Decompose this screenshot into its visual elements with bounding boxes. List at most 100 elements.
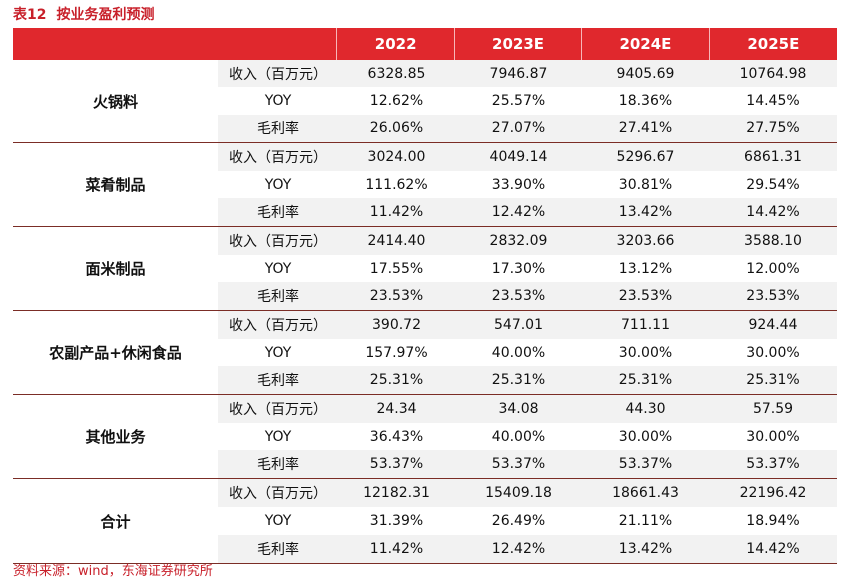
table-number: 表12 [13,7,47,23]
value-cell: 24.34 [376,400,417,417]
value-cell: 10764.98 [739,65,807,82]
value-cell: 31.39% [369,513,424,529]
value-cell: 4049.14 [489,148,548,165]
value-cell: 14.42% [746,541,800,557]
segment-name: 火锅料 [92,92,138,111]
value-cell: 157.97% [365,344,428,361]
header-year-2025e: 2025E [708,28,837,60]
value-cell: 9405.69 [616,65,675,82]
segment-name: 农副产品+休闲食品 [49,344,182,362]
header-metric-cell [217,28,336,60]
table-row: 毛利率 11.42% 12.42% 13.42% 14.42% [218,198,837,227]
metric-label: YOY [264,92,292,109]
metric-label: YOY [264,176,292,193]
metric-label: 收入（百万元） [229,317,327,334]
value-cell: 5296.67 [616,148,675,165]
value-cell: 53.37% [618,456,673,473]
value-cell: 11.42% [369,541,424,557]
table-row: 毛利率 53.37% 53.37% 53.37% 53.37% [218,450,837,479]
segment-group: 其他业务 收入（百万元） 24.34 34.08 44.30 57.59 YOY 36.43%… [13,395,837,479]
value-cell: 6328.85 [367,65,426,82]
value-cell: 6861.31 [744,148,802,165]
value-cell: 29.54% [746,176,800,193]
header-blank-cell [13,28,217,60]
table-row: 毛利率 26.06% 27.07% 27.41% 27.75% [218,114,837,142]
value-cell: 26.06% [369,120,424,137]
value-cell: 25.31% [491,372,546,389]
value-cell: 13.42% [618,204,673,221]
table-row: 毛利率 25.31% 25.31% 25.31% 25.31% [218,366,837,395]
value-cell: 18.94% [746,513,800,529]
table-row: YOY 36.43% 40.00% 30.00% 30.00% [218,423,837,451]
segment-group: 农副产品+休闲食品 收入（百万元） 390.72 547.01 711.11 924.44… [13,311,837,395]
value-cell: 12.42% [491,541,546,557]
metric-label: 毛利率 [257,457,299,474]
table-title-text: 按业务盈利预测 [56,7,155,23]
value-cell: 12.62% [369,92,424,109]
value-cell: 36.43% [369,428,424,445]
value-cell: 25.57% [491,92,546,109]
value-cell: 27.41% [618,120,673,137]
value-cell: 3588.10 [744,232,802,249]
value-cell: 30.00% [746,344,800,361]
value-cell: 53.37% [491,456,546,473]
profit-forecast-table: 2022 2023E 2024E 2025E 火锅料 收入（百万元） 6328.85… [13,28,837,564]
value-cell: 390.72 [372,316,421,333]
value-cell: 3024.00 [367,148,426,165]
metric-label: 收入（百万元） [229,66,327,83]
value-cell: 12.00% [746,260,800,277]
segment-name: 其他业务 [85,428,146,446]
value-cell: 30.00% [746,428,800,445]
value-cell: 57.59 [752,400,794,417]
metric-label: YOY [264,513,292,529]
segment-group: 面米制品 收入（百万元） 2414.40 2832.09 3203.66 3588.10 Y… [13,227,837,311]
source-note: 资料来源：wind，东海证券研究所 [13,564,213,579]
table-row: YOY 31.39% 26.49% 21.11% 18.94% [218,507,837,535]
value-cell: 7946.87 [489,65,548,82]
header-year-2022: 2022 [336,28,453,60]
value-cell: 547.01 [494,316,543,333]
metric-label: 收入（百万元） [229,149,327,166]
value-cell: 30.00% [618,344,673,361]
segment-group: 合计 收入（百万元） 12182.31 15409.18 18661.43 22196.4… [13,479,837,564]
value-cell: 33.90% [491,176,546,193]
value-cell: 17.55% [369,260,424,277]
segment-name: 菜肴制品 [85,176,146,194]
value-cell: 23.53% [746,288,800,305]
table-row: 收入（百万元） 24.34 34.08 44.30 57.59 [218,395,837,423]
metric-label: YOY [264,260,292,277]
value-cell: 53.37% [746,456,800,473]
value-cell: 25.31% [746,372,800,389]
metric-label: 毛利率 [257,373,299,390]
value-cell: 27.75% [746,120,800,137]
value-cell: 2832.09 [489,232,548,249]
value-cell: 30.81% [618,176,673,193]
value-cell: 53.37% [369,456,424,473]
value-cell: 17.30% [491,260,546,277]
table-row: 毛利率 11.42% 12.42% 13.42% 14.42% [218,535,837,563]
value-cell: 26.49% [491,513,546,529]
header-year-2023e: 2023E [453,28,581,60]
value-cell: 40.00% [491,344,546,361]
value-cell: 111.62% [365,176,428,193]
value-cell: 18661.43 [612,485,679,501]
table-row: 收入（百万元） 390.72 547.01 711.11 924.44 [218,311,837,339]
metric-label: 毛利率 [257,205,299,222]
value-cell: 23.53% [369,288,424,305]
value-cell: 12182.31 [363,485,430,501]
metric-label: 毛利率 [257,542,299,558]
value-cell: 34.08 [498,400,539,417]
value-cell: 25.31% [618,372,673,389]
value-cell: 924.44 [748,316,798,333]
metric-label: 收入（百万元） [229,233,327,250]
value-cell: 18.36% [618,92,673,109]
table-row: YOY 157.97% 40.00% 30.00% 30.00% [218,339,837,367]
table-row: 收入（百万元） 6328.85 7946.87 9405.69 10764.98 [218,60,837,88]
table-header: 2022 2023E 2024E 2025E [13,28,837,60]
value-cell: 3203.66 [616,232,675,249]
value-cell: 14.45% [746,92,800,109]
table-row: 毛利率 23.53% 23.53% 23.53% 23.53% [218,282,837,311]
metric-label: YOY [264,344,292,361]
segment-group: 菜肴制品 收入（百万元） 3024.00 4049.14 5296.67 6861.31 Y… [13,143,837,227]
value-cell: 2414.40 [367,232,426,249]
